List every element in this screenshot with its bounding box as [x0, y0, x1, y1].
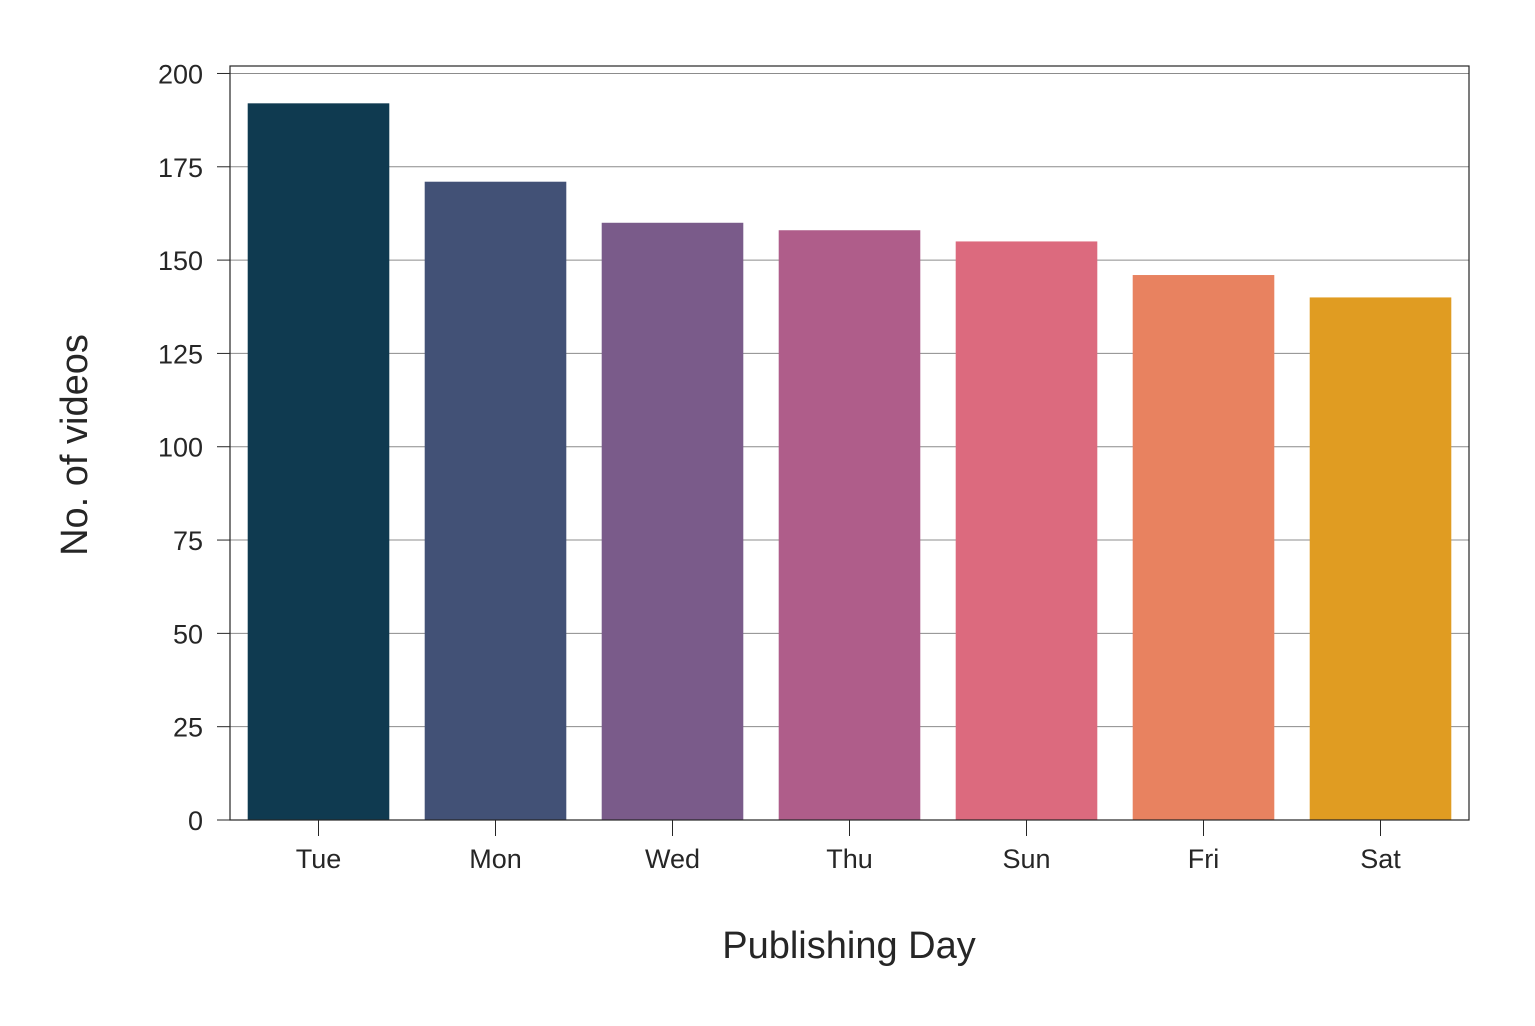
y-tick-label: 200 — [158, 59, 203, 89]
bar-mon — [424, 181, 567, 820]
y-tick-label: 150 — [158, 246, 203, 276]
y-tick-label: 75 — [173, 526, 203, 556]
x-tick-label: Fri — [1188, 844, 1219, 874]
x-tick-label: Sat — [1360, 844, 1401, 874]
y-axis-title: No. of videos — [54, 334, 96, 556]
y-tick-label: 125 — [158, 339, 203, 369]
y-tick-label: 175 — [158, 153, 203, 183]
y-tick-label: 25 — [173, 713, 203, 743]
x-tick-label: Sun — [1002, 844, 1050, 874]
x-tick-label: Wed — [645, 844, 700, 874]
y-axis: 0 25 50 75 100 125 150 175 200 — [158, 59, 230, 836]
bar-wed — [601, 222, 744, 820]
x-axis-title: Publishing Day — [722, 925, 975, 967]
x-tick-label: Tue — [296, 844, 342, 874]
y-tick-label: 100 — [158, 433, 203, 463]
x-tick-label: Thu — [826, 844, 873, 874]
bar-sat — [1309, 297, 1452, 820]
x-tick-label: Mon — [469, 844, 522, 874]
x-axis: Tue Mon Wed Thu Sun Fri Sat — [296, 820, 1401, 874]
bar-sun — [955, 241, 1098, 820]
y-tick-label: 50 — [173, 619, 203, 649]
bars — [247, 103, 1452, 821]
bar-fri — [1132, 275, 1275, 821]
bar-tue — [247, 103, 390, 821]
bar-thu — [778, 230, 921, 821]
y-tick-label: 0 — [188, 806, 203, 836]
